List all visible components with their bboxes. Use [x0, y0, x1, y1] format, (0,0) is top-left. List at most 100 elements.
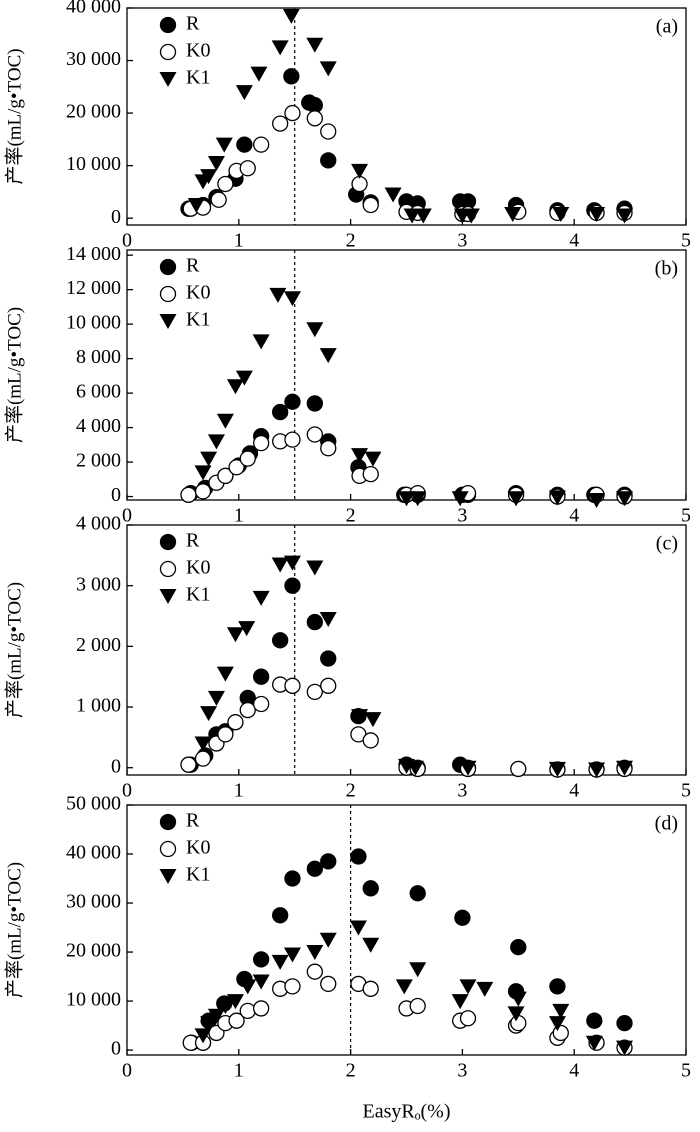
- y-tick-label: 30 000: [66, 891, 121, 913]
- marker: [194, 750, 212, 767]
- legend-marker: [159, 869, 177, 884]
- marker: [320, 152, 337, 169]
- marker: [403, 208, 421, 224]
- x-tick-label: 1: [234, 230, 244, 252]
- legend-marker: [159, 533, 177, 551]
- marker: [616, 760, 634, 776]
- legend-label: K0: [186, 282, 210, 304]
- plot-frame: [126, 7, 687, 226]
- marker: [364, 451, 382, 467]
- marker: [228, 1012, 245, 1029]
- marker: [362, 732, 379, 749]
- x-axis-label: EasyRₒ(%): [363, 1101, 451, 1123]
- marker: [509, 991, 527, 1007]
- marker: [409, 885, 426, 902]
- marker: [319, 348, 337, 364]
- x-tick-label: 4: [569, 505, 579, 527]
- marker: [194, 1028, 212, 1044]
- x-tick-label: 2: [346, 780, 356, 802]
- marker: [272, 907, 289, 924]
- marker: [253, 951, 270, 968]
- marker: [616, 208, 634, 224]
- legend-marker: [159, 813, 177, 831]
- legend-label: R: [186, 13, 200, 35]
- panel-label: (c): [656, 533, 678, 555]
- x-tick-label: 1: [234, 1060, 244, 1082]
- marker: [217, 726, 234, 743]
- marker: [226, 994, 244, 1010]
- x-tick-label: 1: [234, 780, 244, 802]
- legend-label: K1: [186, 309, 210, 331]
- marker: [409, 997, 426, 1015]
- legend-label: K1: [186, 67, 210, 89]
- legend-label: K0: [186, 837, 210, 859]
- y-tick-label: 20 000: [66, 101, 121, 123]
- x-tick-label: 3: [457, 1060, 467, 1082]
- y-tick-label: 12 000: [66, 277, 121, 299]
- marker: [227, 714, 244, 731]
- marker: [349, 920, 367, 936]
- marker: [306, 37, 324, 53]
- marker: [253, 695, 270, 713]
- marker: [239, 450, 256, 467]
- x-tick-label: 0: [122, 1060, 132, 1082]
- y-tick-label: 0: [111, 1038, 121, 1060]
- marker: [350, 848, 367, 865]
- marker: [414, 208, 432, 224]
- y-tick-label: 10 000: [66, 312, 121, 334]
- legend-label: R: [186, 810, 200, 832]
- marker: [409, 491, 427, 507]
- x-tick-label: 0: [122, 230, 132, 252]
- y-tick-label: 4 000: [76, 415, 121, 437]
- marker: [616, 1014, 633, 1032]
- legend-marker: [159, 258, 177, 276]
- y-tick-label: 2 000: [76, 450, 121, 472]
- x-tick-label: 5: [681, 230, 691, 252]
- marker: [362, 880, 379, 897]
- y-tick-label: 30 000: [66, 48, 121, 70]
- y-tick-label: 2 000: [76, 634, 121, 656]
- y-axis-label: 产率(mL/g•TOC): [3, 307, 25, 443]
- marker: [549, 978, 566, 995]
- y-tick-label: 50 000: [66, 793, 121, 815]
- x-tick-label: 1: [234, 505, 244, 527]
- marker: [253, 668, 270, 685]
- marker: [320, 440, 337, 457]
- marker: [215, 137, 233, 153]
- marker: [586, 1012, 603, 1029]
- marker: [284, 431, 301, 448]
- x-tick-label: 2: [346, 505, 356, 527]
- marker: [548, 490, 566, 506]
- marker: [271, 40, 289, 56]
- marker: [216, 666, 234, 682]
- marker: [271, 954, 289, 970]
- marker: [207, 156, 225, 171]
- marker: [306, 945, 324, 961]
- marker: [272, 115, 289, 132]
- marker: [306, 683, 323, 701]
- x-tick-label: 4: [569, 780, 579, 802]
- marker: [216, 998, 234, 1014]
- y-tick-label: 1 000: [76, 695, 121, 717]
- marker: [306, 110, 323, 127]
- marker: [306, 426, 323, 443]
- x-tick-label: 4: [569, 1060, 579, 1082]
- y-tick-label: 0: [111, 755, 121, 777]
- marker: [504, 206, 522, 222]
- marker: [207, 434, 225, 450]
- marker: [236, 136, 253, 153]
- marker: [398, 491, 415, 507]
- marker: [552, 1003, 570, 1019]
- y-tick-label: 10 000: [66, 153, 121, 175]
- marker: [271, 557, 289, 573]
- panel-label: (d): [655, 813, 678, 835]
- marker: [210, 191, 227, 208]
- marker: [216, 413, 234, 429]
- marker: [320, 677, 337, 694]
- marker: [320, 650, 337, 667]
- marker: [362, 465, 379, 483]
- marker: [200, 1016, 218, 1032]
- legend-marker: [159, 589, 177, 604]
- marker: [306, 560, 324, 576]
- y-tick-label: 40 000: [66, 0, 121, 18]
